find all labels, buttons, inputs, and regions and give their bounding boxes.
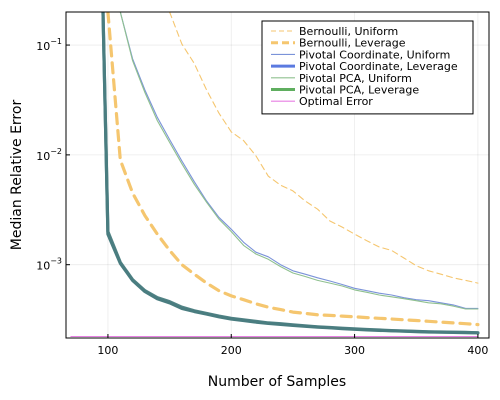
legend-label: Pivotal PCA, Leverage [299,84,419,97]
legend-label: Pivotal Coordinate, Uniform [299,48,450,61]
legend-label: Pivotal Coordinate, Leverage [299,60,458,73]
x-tick-label: 100 [97,344,118,357]
y-tick-label: 10−2 [36,147,62,163]
series-line-3 [119,12,479,309]
series-line-2 [106,12,480,327]
x-tick-label: 300 [344,344,365,357]
y-axis-ticks: 10−3 10−2 10−1 [36,37,70,273]
legend-box [261,20,474,115]
series-line-5 [119,12,479,310]
y-axis-title: Median Relative Error [9,100,25,251]
y-tick-label: 10−3 [36,257,62,273]
x-tick-label: 400 [467,344,488,357]
x-tick-label: 200 [221,344,242,357]
legend-label: Bernoulli, Leverage [299,37,406,50]
series-layer [70,12,480,338]
x-axis-ticks: 100 200 300 400 [97,334,488,357]
x-axis-title: Number of Samples [208,374,346,390]
legend-label: Pivotal PCA, Uniform [299,72,412,85]
plot-frame [65,11,490,339]
y-tick-label: 10−1 [36,37,62,53]
legend-label: Optimal Error [299,95,373,108]
legend-label: Bernoulli, Uniform [299,25,398,38]
series-line-6 [101,12,480,335]
series-line-1 [169,12,479,284]
